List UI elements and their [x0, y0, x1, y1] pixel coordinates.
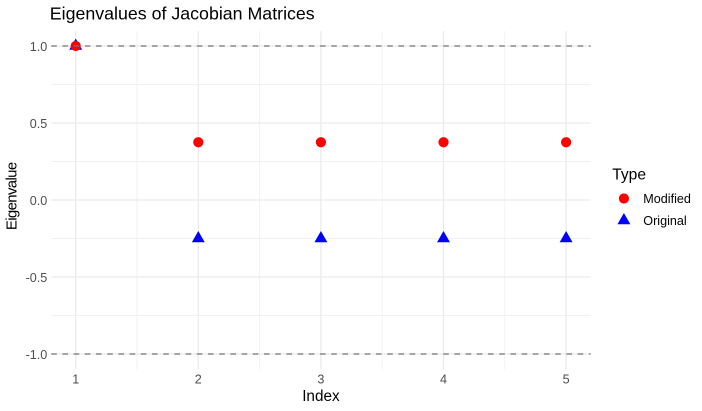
svg-text:0.5: 0.5: [30, 117, 48, 131]
svg-text:Eigenvalues of Jacobian Matric: Eigenvalues of Jacobian Matrices: [50, 4, 315, 24]
svg-text:Original: Original: [643, 214, 686, 228]
svg-text:Type: Type: [612, 166, 646, 183]
svg-text:1.0: 1.0: [30, 40, 48, 54]
svg-text:Index: Index: [302, 388, 340, 405]
svg-text:-1.0: -1.0: [26, 348, 48, 362]
svg-text:4: 4: [440, 373, 447, 387]
svg-text:5: 5: [563, 373, 570, 387]
svg-text:2: 2: [195, 373, 202, 387]
svg-text:1: 1: [72, 373, 79, 387]
svg-text:-0.5: -0.5: [26, 271, 48, 285]
svg-text:3: 3: [317, 373, 324, 387]
svg-text:0.0: 0.0: [30, 194, 48, 208]
svg-text:Eigenvalue: Eigenvalue: [4, 162, 21, 230]
svg-text:Modified: Modified: [643, 192, 691, 206]
